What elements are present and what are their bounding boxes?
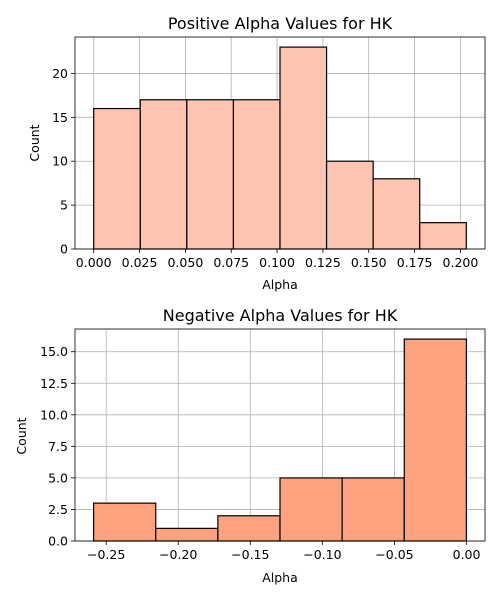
histogram-bar [139, 99, 188, 250]
x-tick-label: 0.00 [453, 547, 481, 562]
x-tick-label: 0.175 [397, 255, 433, 270]
x-tick-label: −0.05 [375, 547, 413, 562]
x-tick-label: 0.100 [259, 255, 295, 270]
histogram-bar [186, 99, 235, 250]
x-tick-label: 0.125 [305, 255, 341, 270]
y-tick-label: 15 [52, 110, 68, 125]
x-tick-label: 0.050 [167, 255, 203, 270]
y-tick-label: 15.0 [40, 344, 68, 359]
chart-title: Positive Alpha Values for HK [168, 14, 393, 33]
histogram-bar [325, 160, 374, 250]
histogram-bar [419, 222, 467, 250]
y-tick-label: 0.0 [48, 534, 68, 549]
y-axis-label: Count [14, 417, 29, 454]
y-tick-label: 12.5 [40, 376, 68, 391]
x-axis-label: Alpha [262, 277, 298, 292]
histogram-bar [403, 338, 468, 542]
x-tick-label: 0.000 [76, 255, 112, 270]
x-tick-label: −0.15 [231, 547, 269, 562]
y-tick-label: 2.5 [48, 502, 68, 517]
histogram-bar [155, 527, 219, 542]
y-tick-label: 10 [52, 154, 68, 169]
y-axis-label: Count [27, 124, 42, 161]
histogram-bar [92, 502, 157, 542]
negative-alpha-histogram: Negative Alpha Values for HK −0.25 −0.20 −… [14, 306, 486, 585]
histogram-bar [93, 107, 141, 250]
x-tick-label: 0.150 [351, 255, 387, 270]
y-tick-label: 5 [60, 198, 68, 213]
y-tick-label: 10.0 [40, 407, 68, 422]
x-tick-label: 0.200 [443, 255, 479, 270]
x-tick-label: 0.025 [122, 255, 158, 270]
histogram-bar [341, 477, 405, 542]
histogram-bar [217, 515, 281, 542]
plot-frame [74, 36, 486, 250]
x-tick-label: −0.10 [303, 547, 341, 562]
histogram-bar [279, 46, 328, 250]
histogram-bar [232, 99, 281, 250]
x-tick-label: 0.075 [213, 255, 249, 270]
y-tick-label: 5.0 [48, 470, 68, 485]
y-tick-label: 20 [52, 66, 68, 81]
histogram-bar [372, 178, 421, 250]
x-tick-label: −0.25 [87, 547, 125, 562]
x-tick-label: −0.20 [159, 547, 197, 562]
positive-alpha-histogram: Positive Alpha Values for HK 0.000 0.025 0… [27, 14, 486, 292]
histogram-bar [279, 477, 343, 542]
chart-title: Negative Alpha Values for HK [163, 306, 398, 325]
y-tick-label: 0 [60, 242, 68, 257]
plot-frame [74, 328, 486, 542]
x-axis-label: Alpha [262, 570, 298, 585]
y-tick-label: 7.5 [48, 439, 68, 454]
